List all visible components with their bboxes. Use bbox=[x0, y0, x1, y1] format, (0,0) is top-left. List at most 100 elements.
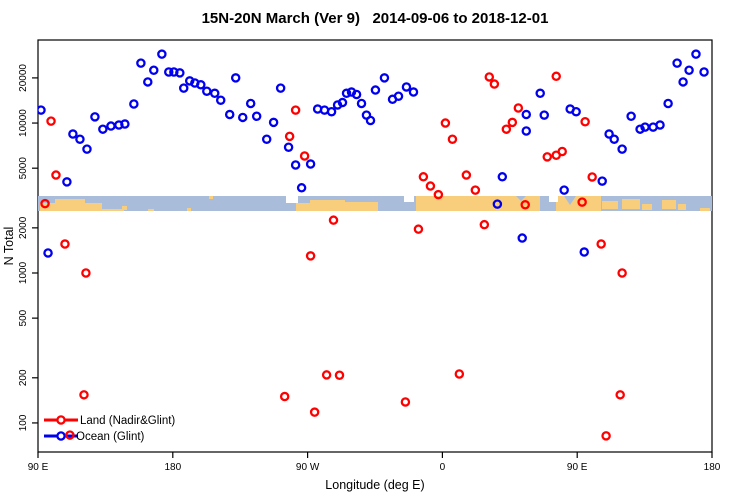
y-tick-label: 500 bbox=[18, 309, 29, 326]
data-point-land bbox=[484, 72, 495, 82]
x-tick-label: 90 E bbox=[567, 462, 588, 473]
band-land-patch bbox=[40, 209, 124, 211]
data-point-ocean bbox=[492, 199, 503, 209]
legend: Land (Nadir&Glint) Ocean (Glint) bbox=[44, 415, 175, 443]
band-land-patch bbox=[662, 200, 676, 209]
data-point-ocean bbox=[617, 144, 627, 154]
data-point-ocean bbox=[370, 85, 381, 95]
band-land-patch bbox=[187, 208, 191, 211]
data-point-ocean bbox=[401, 82, 412, 92]
data-point-land bbox=[51, 170, 61, 180]
data-point-ocean bbox=[82, 144, 92, 154]
data-point-ocean bbox=[672, 58, 682, 68]
data-point-land bbox=[279, 391, 290, 402]
data-point-ocean bbox=[90, 112, 100, 122]
data-point-ocean bbox=[184, 76, 195, 86]
data-point-land bbox=[46, 116, 56, 126]
y-tick-label: 1000 bbox=[18, 261, 29, 284]
chart-title: 15N-20N March (Ver 9) 2014-09-06 to 2018… bbox=[202, 10, 549, 27]
data-point-ocean bbox=[497, 172, 508, 182]
data-point-ocean bbox=[143, 77, 153, 87]
data-point-land bbox=[615, 390, 625, 400]
x-axis-ticks: 90 E 180 90 W 0 90 E 180 bbox=[28, 452, 721, 473]
data-point-land bbox=[60, 239, 70, 249]
data-point-ocean bbox=[539, 110, 549, 120]
data-point-land bbox=[290, 105, 301, 115]
data-point-ocean bbox=[678, 77, 688, 87]
band-land-patch bbox=[148, 209, 154, 211]
data-point-ocean bbox=[164, 67, 174, 77]
legend-land-circle-icon bbox=[56, 415, 66, 425]
band-white-notch bbox=[286, 196, 298, 203]
data-point-ocean bbox=[175, 68, 185, 78]
data-point-ocean bbox=[202, 86, 212, 96]
data-point-ocean bbox=[663, 98, 673, 109]
data-point-ocean bbox=[655, 120, 665, 130]
y-axis-label: N Total bbox=[2, 227, 16, 266]
x-tick-label: 90 E bbox=[28, 462, 49, 473]
data-point-ocean bbox=[38, 105, 46, 115]
y-tick-label: 100 bbox=[18, 414, 29, 431]
data-point-ocean bbox=[571, 106, 581, 117]
data-point-land bbox=[309, 407, 320, 417]
band-white-notch bbox=[549, 196, 558, 202]
data-point-land bbox=[601, 431, 611, 441]
data-point-land bbox=[580, 117, 590, 127]
data-point-land bbox=[577, 197, 587, 207]
band-land-patch bbox=[343, 202, 378, 211]
data-point-land bbox=[470, 185, 481, 195]
data-point-land bbox=[413, 224, 424, 234]
band-land-patch bbox=[310, 200, 345, 211]
band-land-patch bbox=[416, 196, 540, 211]
data-point-land bbox=[520, 200, 530, 210]
data-point-ocean bbox=[275, 83, 286, 93]
data-point-ocean bbox=[268, 117, 279, 128]
data-point-ocean bbox=[209, 88, 220, 99]
data-point-land bbox=[513, 103, 524, 113]
data-point-ocean bbox=[356, 98, 367, 109]
data-point-ocean bbox=[521, 126, 532, 136]
data-point-ocean bbox=[691, 49, 701, 59]
data-point-land bbox=[557, 146, 567, 157]
data-point-ocean bbox=[136, 58, 146, 68]
data-point-land bbox=[542, 152, 552, 162]
data-point-land bbox=[454, 369, 465, 379]
band-land-patch bbox=[602, 201, 618, 209]
world-map-band bbox=[38, 196, 712, 211]
band-land-patch bbox=[642, 204, 652, 210]
band-land-patch bbox=[296, 203, 312, 211]
data-point-ocean bbox=[365, 115, 376, 126]
y-axis-ticks: 100 200 500 1000 2000 5000 10000 20000 bbox=[18, 64, 38, 431]
data-point-ocean bbox=[68, 129, 78, 139]
data-point-ocean bbox=[215, 95, 226, 105]
data-point-land bbox=[328, 215, 339, 225]
data-point-land bbox=[79, 390, 89, 400]
data-point-ocean bbox=[75, 134, 85, 144]
y-tick-label: 200 bbox=[18, 369, 29, 386]
data-point-ocean bbox=[408, 87, 419, 97]
data-point-ocean bbox=[251, 111, 262, 122]
data-point-land bbox=[587, 172, 597, 182]
x-tick-label: 180 bbox=[704, 462, 721, 473]
legend-ocean-circle-icon bbox=[56, 431, 66, 441]
data-point-ocean bbox=[261, 134, 272, 144]
data-point-ocean bbox=[626, 111, 636, 122]
data-point-land bbox=[501, 124, 512, 134]
data-point-ocean bbox=[296, 183, 307, 193]
data-point-land bbox=[461, 170, 472, 180]
data-point-land bbox=[40, 198, 50, 209]
data-point-ocean bbox=[635, 124, 645, 134]
data-point-land bbox=[284, 131, 295, 142]
data-point-land bbox=[400, 397, 411, 407]
data-point-ocean bbox=[535, 88, 545, 99]
x-tick-label: 180 bbox=[164, 462, 181, 473]
band-white-notch bbox=[404, 196, 414, 202]
band-ocean-wedge bbox=[564, 196, 576, 205]
data-point-ocean bbox=[559, 185, 569, 195]
data-point-ocean bbox=[129, 99, 139, 109]
band-land-patch bbox=[55, 199, 85, 204]
x-tick-label: 90 W bbox=[296, 462, 320, 473]
data-point-ocean bbox=[379, 73, 390, 83]
data-point-ocean bbox=[120, 119, 130, 129]
data-point-ocean bbox=[178, 83, 189, 93]
